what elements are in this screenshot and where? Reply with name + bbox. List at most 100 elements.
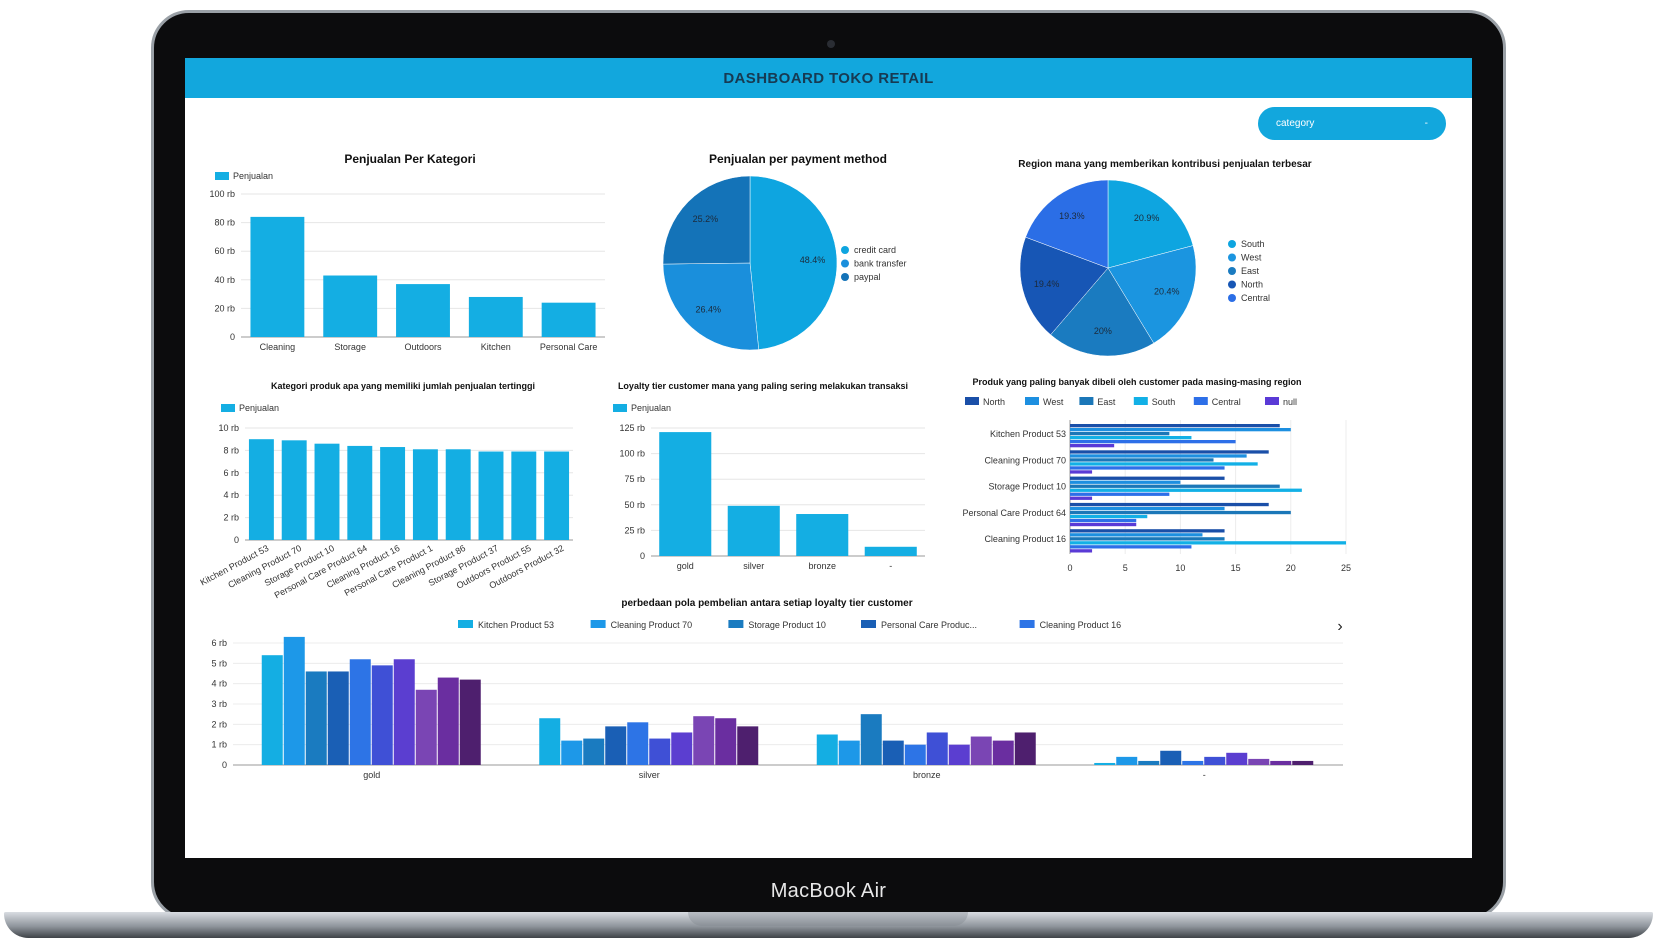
y-tick-label: 6 rb <box>211 638 227 648</box>
x-tick-label: 5 <box>1123 563 1128 573</box>
y-tick-label: 75 rb <box>624 474 645 484</box>
y-tick-label: 40 rb <box>214 275 235 285</box>
legend-swatch <box>965 397 979 405</box>
bar <box>1070 480 1181 484</box>
bar <box>1070 424 1280 428</box>
chart-title: Region mana yang memberikan kontribusi p… <box>1018 159 1312 170</box>
x-tick-label: Outdoors <box>404 342 442 352</box>
chart-payment-pie: Penjualan per payment method 48.4% 26.4% 25… <box>662 153 907 351</box>
bar <box>445 449 471 540</box>
bar <box>478 451 504 540</box>
bar <box>1070 496 1093 500</box>
dashboard-title: DASHBOARD TOKO RETAIL <box>723 69 934 87</box>
bar <box>1070 466 1225 470</box>
device-brand-label: MacBook Air <box>770 880 887 902</box>
bar <box>1070 514 1148 519</box>
bar <box>1226 752 1248 765</box>
y-tick-label: 50 rb <box>624 500 645 510</box>
bar <box>693 716 715 765</box>
slice-value-label: 19.3% <box>1059 211 1085 221</box>
legend-label: Cleaning Product 70 <box>611 620 693 630</box>
bar <box>327 671 349 765</box>
pie-slice <box>662 262 760 351</box>
dashboard-screen: DASHBOARD TOKO RETAIL category - Penjual… <box>185 58 1472 858</box>
bar <box>468 296 523 337</box>
legend-label: South <box>1152 397 1176 407</box>
bar <box>283 636 305 765</box>
bar <box>371 665 393 765</box>
chart-product-sales: Kategori produk apa yang memiliki jumlah… <box>198 381 573 600</box>
pie-slice <box>1107 179 1194 269</box>
bar <box>1160 750 1182 765</box>
pie-slice <box>1050 267 1155 357</box>
legend-dot <box>841 259 849 268</box>
bar <box>393 659 415 765</box>
bar <box>314 443 340 540</box>
dashboard-header: DASHBOARD TOKO RETAIL <box>185 58 1472 98</box>
legend-dot <box>841 273 849 281</box>
legend-swatch <box>1193 397 1208 405</box>
y-tick-label: 5 rb <box>211 658 227 668</box>
slice-value-label: 19.4% <box>1034 279 1060 289</box>
y-tick-label: 3 rb <box>211 699 227 709</box>
y-tick-label: Kitchen Product 53 <box>990 429 1066 439</box>
bar <box>511 451 537 540</box>
bar <box>1116 756 1138 765</box>
bar <box>1070 444 1115 448</box>
y-tick-label: 125 rb <box>619 423 645 433</box>
chart-title: Produk yang paling banyak dibeli oleh cu… <box>972 377 1301 387</box>
legend-label: credit card <box>854 245 896 255</box>
bar <box>248 439 274 540</box>
chart-title: Penjualan per payment method <box>709 153 887 166</box>
bar <box>1070 432 1170 436</box>
y-tick-label: 2 rb <box>211 719 227 729</box>
bar <box>860 714 882 765</box>
x-tick-label: 15 <box>1231 563 1241 573</box>
y-tick-label: 2 rb <box>223 513 239 523</box>
legend-swatch <box>1133 397 1148 405</box>
x-tick-label: Storage <box>334 342 366 352</box>
bar <box>1070 492 1170 496</box>
y-tick-label: 20 rb <box>214 303 235 313</box>
bar <box>349 659 371 765</box>
bar <box>605 726 627 765</box>
bar <box>544 451 570 540</box>
legend-label: Penjualan <box>233 171 273 181</box>
legend-label: Central <box>1241 293 1270 303</box>
bar <box>649 738 671 765</box>
bar <box>561 740 583 765</box>
chart-loyalty-patterns: perbedaan pola pembelian antara setiap l… <box>211 598 1343 780</box>
bar <box>796 514 849 556</box>
legend-label: Penjualan <box>631 403 671 413</box>
bar <box>1070 484 1280 488</box>
bar <box>715 718 737 765</box>
chart-title: Loyalty tier customer mana yang paling s… <box>618 381 908 391</box>
bar <box>459 679 481 765</box>
x-tick-label: - <box>889 561 892 571</box>
bar <box>541 302 596 337</box>
category-filter-dropdown[interactable]: category - <box>1258 107 1446 140</box>
legend-swatch <box>613 404 627 412</box>
legend-next-icon: › <box>1337 618 1342 635</box>
legend-swatch <box>1019 620 1035 628</box>
legend-dot <box>1228 267 1236 275</box>
bar <box>250 216 305 337</box>
legend-label: West <box>1241 253 1262 263</box>
bar <box>1070 440 1236 444</box>
pie-slice <box>1019 236 1109 336</box>
legend-swatch <box>1025 397 1039 405</box>
y-tick-label: 80 rb <box>214 218 235 228</box>
y-tick-label: 0 <box>640 551 645 561</box>
bar <box>948 744 970 765</box>
bar <box>904 744 926 765</box>
bar <box>437 677 459 765</box>
legend-dot <box>1228 240 1236 248</box>
bar <box>261 655 283 765</box>
legend-swatch <box>728 620 744 628</box>
y-tick-label: Personal Care Product 64 <box>962 508 1066 518</box>
slice-value-label: 26.4% <box>696 305 722 315</box>
bar <box>1070 502 1269 507</box>
bar <box>1014 732 1036 765</box>
chart-title: Penjualan Per Kategori <box>344 153 475 166</box>
